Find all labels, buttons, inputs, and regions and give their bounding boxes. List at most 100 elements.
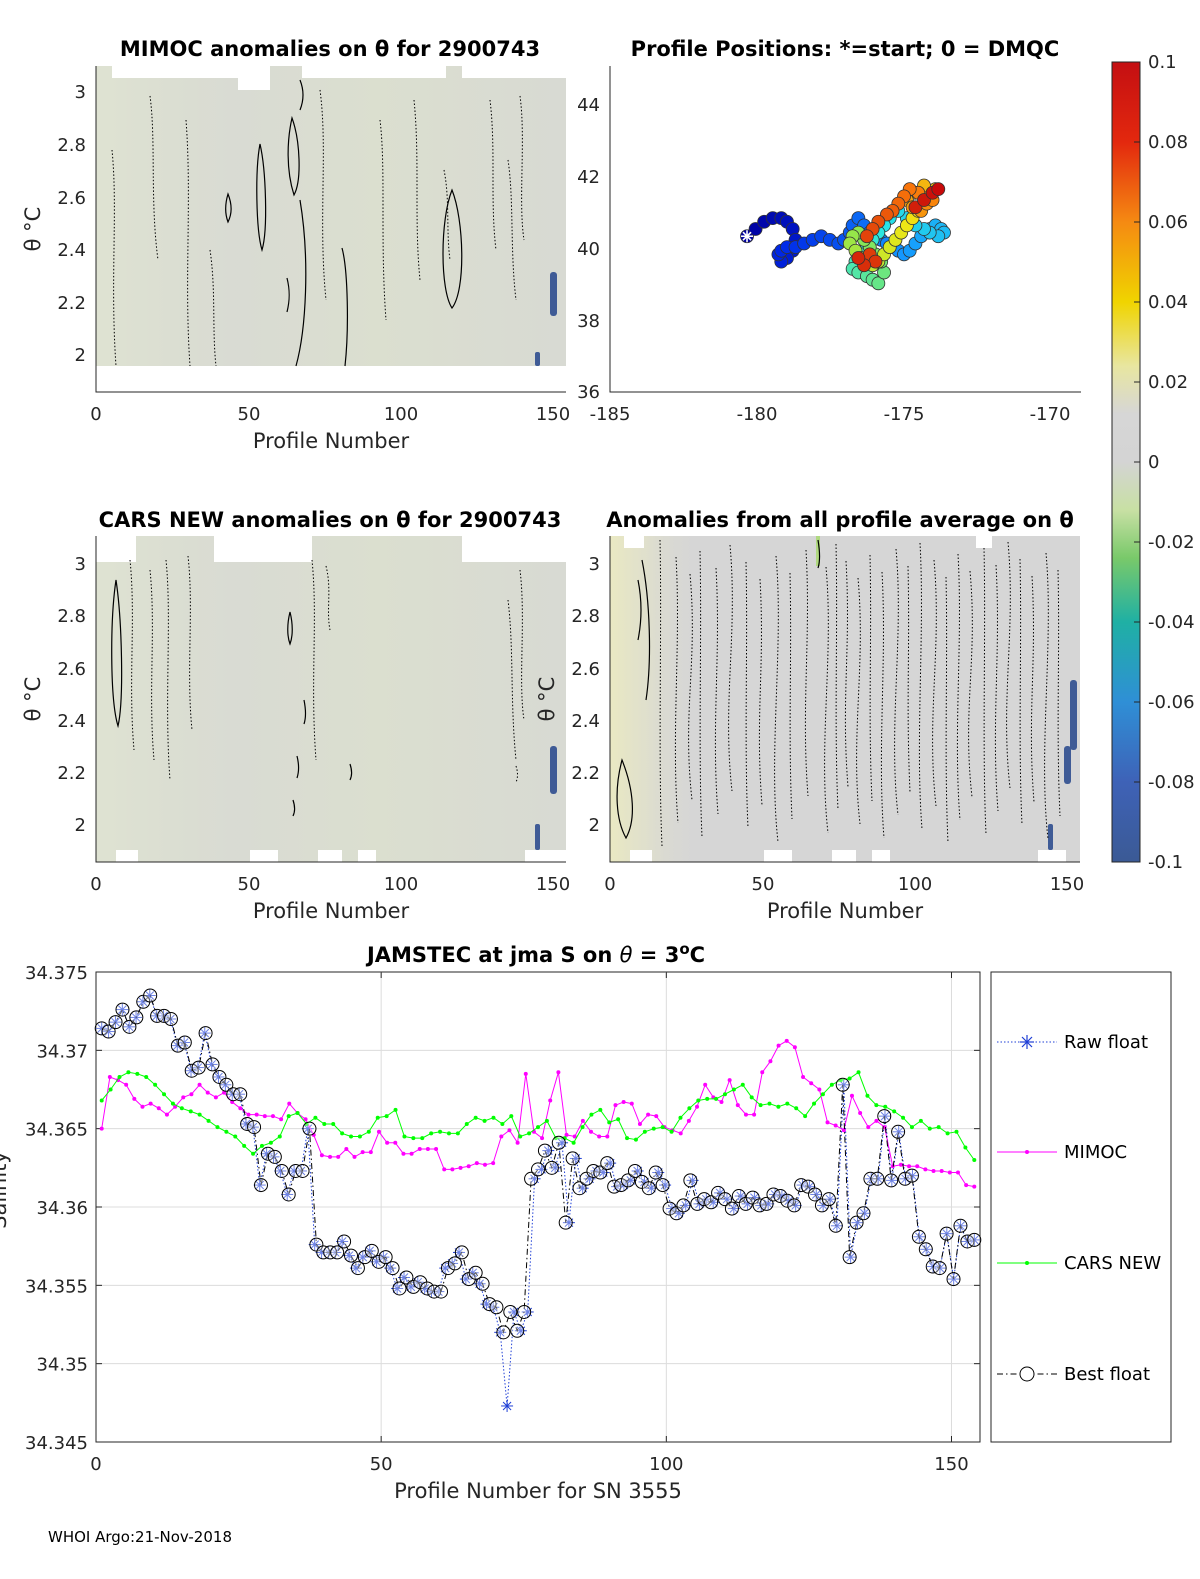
colorbar-tick-label: 0.1	[1148, 52, 1177, 73]
average-y-ticks: 3 2.8 2.6 2.4 2.2 2	[571, 554, 600, 836]
position-marker	[931, 182, 946, 197]
data-point	[719, 1100, 724, 1105]
contour-line	[932, 559, 937, 807]
data-point	[144, 1074, 149, 1079]
contour-line	[824, 566, 829, 834]
salinity-ticks: 0 50 100 150 34.345 34.35 34.355 34.36 34.365 34.…	[25, 963, 980, 1475]
colorbar-tick-label: -0.06	[1148, 692, 1195, 713]
y-tick-label: 44	[577, 95, 600, 116]
data-point	[735, 1103, 740, 1108]
data-point	[662, 1201, 677, 1216]
data-point	[368, 1150, 373, 1155]
data-point	[678, 1131, 683, 1136]
colorbar-tick-label: -0.04	[1148, 612, 1195, 633]
mimoc-panel-title: MIMOC anomalies on θ for 2900743	[120, 37, 540, 61]
contour-line	[869, 554, 873, 802]
legend-label: Best float	[1064, 1364, 1150, 1385]
data-point	[455, 1131, 460, 1136]
data-point	[101, 1024, 116, 1039]
data-point	[198, 1027, 211, 1040]
contour-line	[714, 567, 719, 815]
y-tick-label: 34.375	[25, 963, 88, 984]
data-point	[748, 1191, 761, 1204]
data-point	[564, 1132, 569, 1137]
y-tick-label: 2.6	[571, 659, 600, 680]
y-tick-label: 2	[75, 345, 86, 366]
data-point	[434, 1147, 439, 1152]
data-point	[108, 1015, 123, 1030]
footer-credit: WHOI Argo:21-Nov-2018	[48, 1528, 232, 1546]
data-point	[246, 1112, 251, 1117]
data-point	[343, 1249, 356, 1262]
positions-x-ticks: -185 -180 -175 -170	[590, 404, 1071, 425]
data-point	[163, 1012, 178, 1026]
y-tick-label: 2.2	[57, 763, 86, 784]
data-point	[474, 1161, 479, 1166]
data-point	[849, 1215, 864, 1230]
position-marker	[871, 276, 886, 291]
data-point	[440, 1261, 455, 1276]
colorbar-tick-label: 0.04	[1148, 292, 1188, 313]
y-tick-label: 2.8	[571, 606, 600, 627]
contour-line	[880, 571, 885, 839]
data-point	[722, 1092, 727, 1097]
data-point	[393, 1140, 398, 1145]
data-point	[420, 1281, 435, 1296]
data-point	[393, 1107, 398, 1112]
data-point	[454, 1245, 469, 1260]
data-point	[856, 1070, 861, 1075]
data-point	[170, 1038, 185, 1053]
data-point	[841, 1128, 846, 1133]
data-point	[482, 1118, 487, 1123]
data-point	[589, 1112, 594, 1117]
contour-line	[674, 556, 679, 824]
data-point	[401, 1151, 406, 1156]
data-point	[442, 1167, 447, 1172]
x-tick-label: 0	[90, 874, 101, 895]
colorbar-tick-label: -0.02	[1148, 532, 1195, 553]
data-point	[281, 1187, 296, 1202]
data-point	[466, 1164, 471, 1169]
data-point	[399, 1270, 414, 1285]
data-point	[148, 1101, 153, 1106]
data-point	[198, 1026, 213, 1041]
data-point	[518, 1134, 523, 1139]
data-point	[904, 1168, 919, 1183]
data-point	[517, 1304, 532, 1319]
y-tick-label: 2.2	[57, 293, 86, 314]
data-point	[717, 1192, 732, 1207]
data-point	[731, 1189, 746, 1204]
data-point	[891, 1124, 906, 1139]
data-point	[537, 1143, 552, 1158]
data-point	[830, 1219, 843, 1232]
data-point	[279, 1117, 284, 1122]
data-point	[669, 1206, 684, 1221]
positions-panel-title: Profile Positions: *=start; 0 = DMQC	[631, 37, 1060, 61]
data-point	[254, 1112, 259, 1117]
data-point	[385, 1140, 390, 1145]
x-tick-label: -170	[1030, 404, 1071, 425]
data-point	[213, 1095, 218, 1100]
y-tick-label: 42	[577, 167, 600, 188]
data-point	[631, 1164, 644, 1177]
data-point	[215, 1125, 220, 1130]
data-point	[340, 1131, 345, 1136]
x-tick-label: 100	[384, 874, 418, 895]
y-tick-label: 2.4	[57, 711, 86, 732]
cars-anomaly-panel: CARS NEW anomalies on θ for 2900743	[21, 508, 570, 923]
data-point	[135, 1071, 140, 1076]
data-point	[820, 1092, 825, 1097]
data-point	[776, 1104, 781, 1109]
data-point	[473, 1115, 478, 1120]
contour-line	[789, 572, 793, 820]
cars-y-ticks: 3 2.8 2.6 2.4 2.2 2	[57, 554, 86, 836]
colorbar-tick-label: 0.06	[1148, 212, 1188, 233]
x-tick-label: -185	[590, 404, 631, 425]
data-point	[420, 1136, 425, 1141]
data-point	[482, 1162, 487, 1167]
data-point	[197, 1112, 202, 1117]
data-point	[330, 1245, 345, 1260]
position-marker	[851, 251, 866, 265]
data-point	[743, 1112, 748, 1117]
data-point	[482, 1297, 497, 1312]
